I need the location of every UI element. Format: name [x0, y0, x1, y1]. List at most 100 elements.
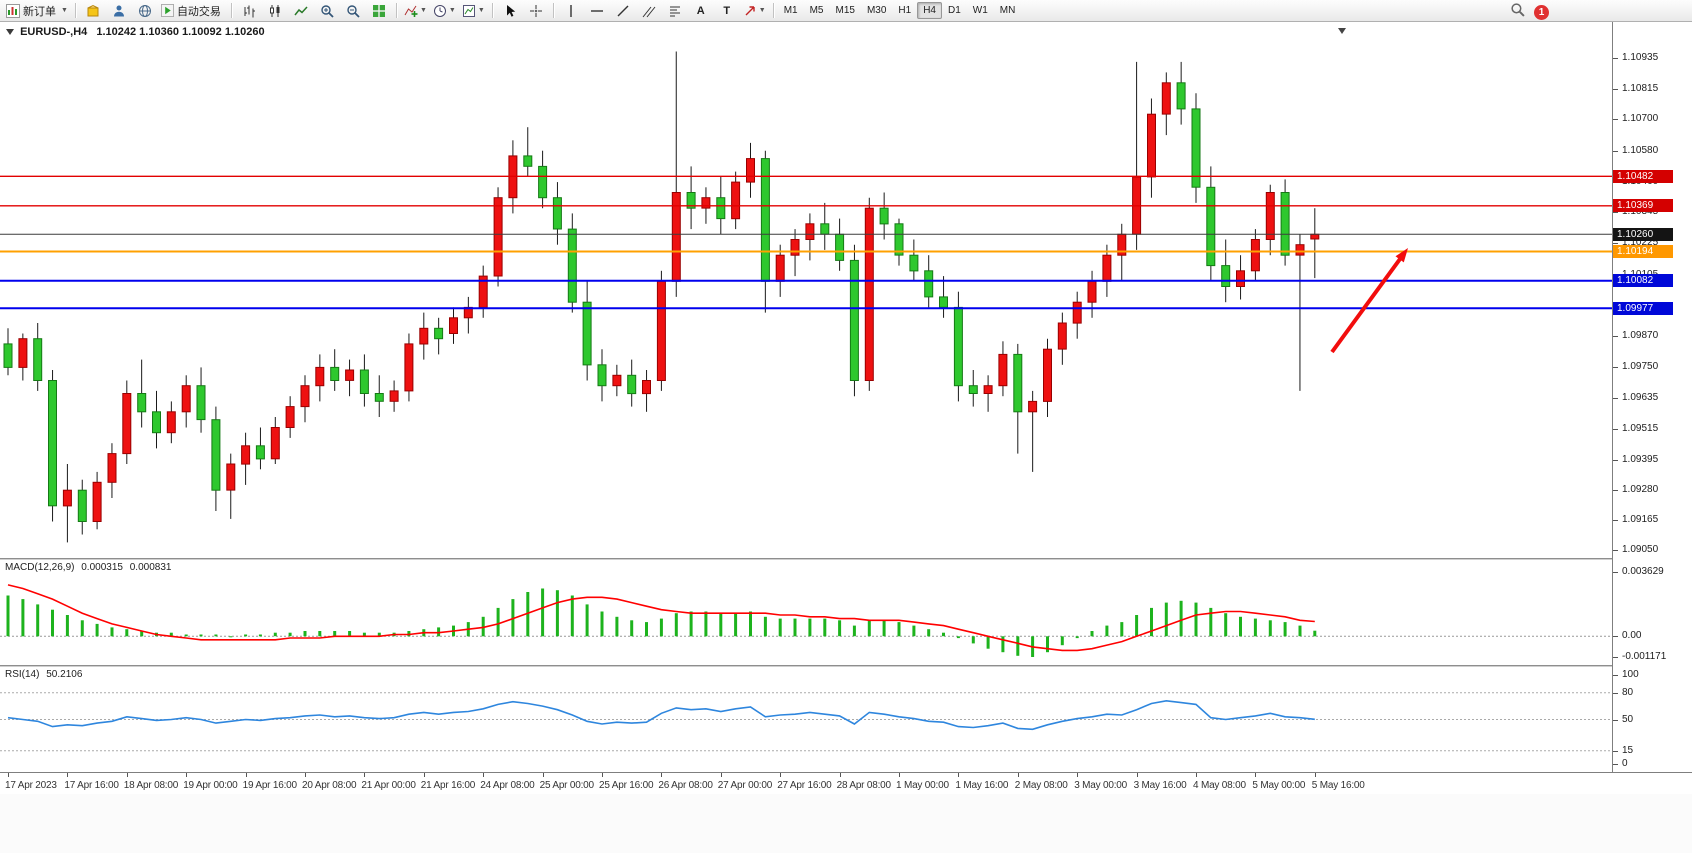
price-tag-1.10082[interactable]: 1.10082 [1613, 274, 1673, 288]
templates-button[interactable]: ▼ [459, 1, 488, 21]
market-watch-button[interactable] [80, 1, 106, 21]
price-tag-1.10482[interactable]: 1.10482 [1613, 169, 1673, 183]
zoom-in-button[interactable] [314, 1, 340, 21]
macd-histogram-bar [793, 618, 797, 637]
candle-down [760, 158, 770, 282]
candle-up [701, 197, 711, 209]
time-axis-tick [305, 773, 306, 777]
macd-pane[interactable]: MACD(12,26,9) 0.000315 0.000831 [0, 560, 1692, 665]
search-icon[interactable] [1510, 2, 1525, 22]
macd-histogram-bar [1224, 613, 1228, 637]
candle-up [107, 453, 117, 483]
arrows-tool-button[interactable]: ▼ [740, 1, 769, 21]
candle-up [404, 343, 414, 392]
main-chart-pane[interactable]: EURUSD-,H4 1.10242 1.10360 1.10092 1.102… [0, 22, 1692, 558]
price-axis-tick-label: 1.10935 [1622, 52, 1659, 63]
chart-ohlc-quote: 1.10242 1.10360 1.10092 1.10260 [96, 26, 265, 38]
candlestick-mode-button[interactable] [262, 1, 288, 21]
price-axis-tick [1613, 119, 1618, 121]
price-tag-1.10369[interactable]: 1.10369 [1613, 199, 1673, 213]
candle-down [686, 192, 696, 209]
label-tool-icon: T [723, 4, 731, 17]
macd-histogram-bar [6, 595, 10, 637]
time-axis[interactable]: 17 Apr 2023 17 Apr 16:00 18 Apr 08:00 19 Ap… [0, 772, 1692, 794]
fibonacci-tool-button[interactable] [662, 1, 688, 21]
time-axis-tick [720, 773, 722, 777]
channel-tool-button[interactable] [636, 1, 662, 21]
notification-badge[interactable]: 1 [1534, 4, 1549, 20]
zoom-out-button[interactable] [340, 1, 366, 21]
one-click-trading-toggle-icon[interactable] [6, 29, 14, 35]
annotation-arrow-shaft[interactable] [1330, 253, 1405, 354]
candle-up [642, 380, 651, 395]
pane-separator[interactable] [0, 665, 1692, 667]
timeframe-button-m1[interactable]: M1 [783, 5, 798, 16]
timeframe-button-h4[interactable]: H4 [917, 2, 942, 19]
macd-chart[interactable] [0, 560, 1612, 665]
periods-button[interactable]: ▼ [430, 1, 459, 21]
macd-histogram-bar [407, 631, 411, 637]
candle-down [953, 306, 963, 387]
candle-down [1176, 82, 1186, 110]
chart-shift-marker-icon[interactable] [1338, 28, 1346, 34]
trendline-tool-button[interactable] [610, 1, 636, 21]
timeframe-button-m30[interactable]: M30 [866, 5, 887, 16]
new-order-button[interactable]: 新订单 ▼ [3, 1, 71, 21]
arrow-tool-icon [743, 4, 757, 18]
time-axis-label: 17 Apr 2023 [5, 780, 57, 791]
price-axis-tick-label: 1.09050 [1622, 544, 1659, 556]
price-tag-1.09977[interactable]: 1.09977 [1613, 301, 1673, 315]
tile-windows-button[interactable] [366, 1, 392, 21]
time-axis-tick [1136, 773, 1138, 777]
macd-histogram-bar [986, 636, 990, 649]
price-axis-tick-label: 1.10225 [1622, 237, 1659, 249]
timeframe-button-h1[interactable]: H1 [898, 5, 912, 16]
line-chart-mode-button[interactable] [288, 1, 314, 21]
candle-up [983, 385, 993, 395]
timeframe-button-m15[interactable]: M15 [835, 5, 855, 16]
time-axis-tick [67, 773, 69, 777]
timeframe-button-w1[interactable]: W1 [972, 5, 988, 16]
text-tool-button[interactable]: A [688, 1, 714, 21]
pane-separator[interactable] [0, 558, 1692, 560]
candle-up [1295, 244, 1305, 256]
price-axis[interactable]: 1.109351.108151.107001.105801.104601.103… [1612, 22, 1692, 772]
crosshair-tool-button[interactable] [523, 1, 549, 21]
toolbar-separator [74, 3, 76, 18]
toolbar-right-group: 1 [1510, 2, 1549, 22]
label-tool-button[interactable]: T [714, 1, 740, 21]
macd-histogram-bar [897, 622, 901, 637]
candle-up [62, 489, 72, 507]
time-axis-label: 27 Apr 16:00 [777, 780, 832, 791]
macd-histogram-bar [630, 620, 634, 637]
candle-down [374, 393, 384, 402]
rsi-chart[interactable] [0, 667, 1612, 772]
vertical-line-tool-button[interactable] [558, 1, 584, 21]
annotation-arrow-head[interactable] [1395, 248, 1409, 263]
timeframe-button-d1[interactable]: D1 [948, 5, 961, 16]
candle-down [538, 165, 548, 199]
timeframe-button-m5[interactable]: M5 [809, 5, 824, 16]
macd-histogram-bar [1120, 622, 1124, 637]
macd-histogram-bar [303, 631, 307, 637]
rsi-pane[interactable]: RSI(14) 50.2106 [0, 667, 1692, 772]
macd-histogram-bar [362, 632, 366, 637]
autotrading-button[interactable]: 自动交易 [158, 1, 227, 21]
candle-up [731, 181, 741, 220]
navigator-button[interactable] [106, 1, 132, 21]
indicators-button[interactable]: ▼ [401, 1, 430, 21]
timeframe-button-mn[interactable]: MN [999, 5, 1016, 16]
terminal-button[interactable] [132, 1, 158, 21]
macd-histogram-bar [838, 620, 842, 637]
candle-up [1057, 322, 1067, 350]
macd-histogram-bar [184, 634, 188, 637]
rsi-axis-tick [1613, 764, 1618, 765]
horizontal-line-tool-button[interactable] [584, 1, 610, 21]
candle-up [1161, 82, 1171, 115]
price-tag-1.10194[interactable]: 1.10194 [1613, 245, 1673, 258]
candlestick-chart[interactable] [0, 22, 1612, 558]
candle-up [656, 280, 666, 381]
cursor-tool-button[interactable] [497, 1, 523, 21]
price-tag-1.10260[interactable]: 1.10260 [1613, 227, 1673, 241]
bar-chart-mode-button[interactable] [236, 1, 262, 21]
